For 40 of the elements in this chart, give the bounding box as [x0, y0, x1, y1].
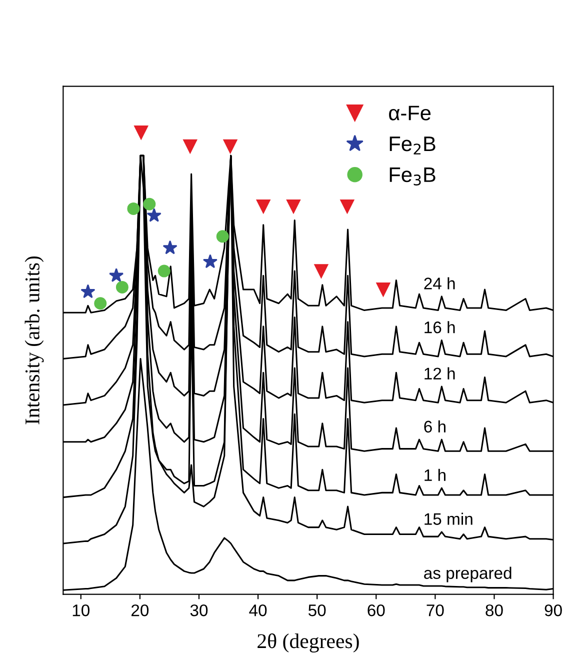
x-axis-title: 2θ (degrees): [258, 633, 359, 652]
point: [94, 297, 107, 310]
point: [376, 282, 390, 296]
x-tick-label: 70: [426, 604, 444, 616]
point: [183, 139, 198, 154]
x-tick-label: 80: [486, 604, 503, 616]
legend-label: Fe$_{3}$B: [390, 168, 436, 186]
x-tick-label: 60: [368, 604, 385, 616]
legend-label: Fe$_{2}$B: [390, 136, 436, 154]
point: [127, 202, 140, 215]
point: [146, 208, 162, 222]
x-tick-label: 50: [308, 604, 326, 616]
point: [340, 199, 354, 214]
y-axis-title: Intensity (arb. units): [24, 256, 44, 424]
point: [216, 230, 229, 243]
x-tick-label: 10: [72, 604, 90, 616]
series-label: 12 h: [424, 367, 455, 380]
point: [116, 280, 128, 294]
point: [134, 126, 148, 140]
point: [223, 139, 238, 154]
point: [80, 284, 96, 298]
point: [202, 254, 218, 268]
point: [286, 199, 300, 214]
x-tick-label: 90: [544, 604, 562, 616]
series-label: as prepared: [424, 566, 512, 582]
x-tick-label: 20: [132, 604, 149, 616]
point: [109, 268, 124, 282]
x-tick-label: 40: [249, 604, 267, 616]
series-label: 16 h: [424, 321, 455, 334]
series-label: 1 h: [424, 468, 446, 481]
point: [256, 199, 270, 214]
series-label: 24 h: [424, 277, 455, 290]
series-label: 6 h: [424, 420, 446, 433]
x-tick-label: 30: [190, 604, 208, 616]
series-label: 15 min: [424, 512, 472, 525]
point: [162, 240, 178, 254]
point: [158, 264, 170, 278]
legend-label: α-Fe: [389, 106, 431, 120]
point: [143, 198, 156, 210]
point: [314, 264, 328, 278]
